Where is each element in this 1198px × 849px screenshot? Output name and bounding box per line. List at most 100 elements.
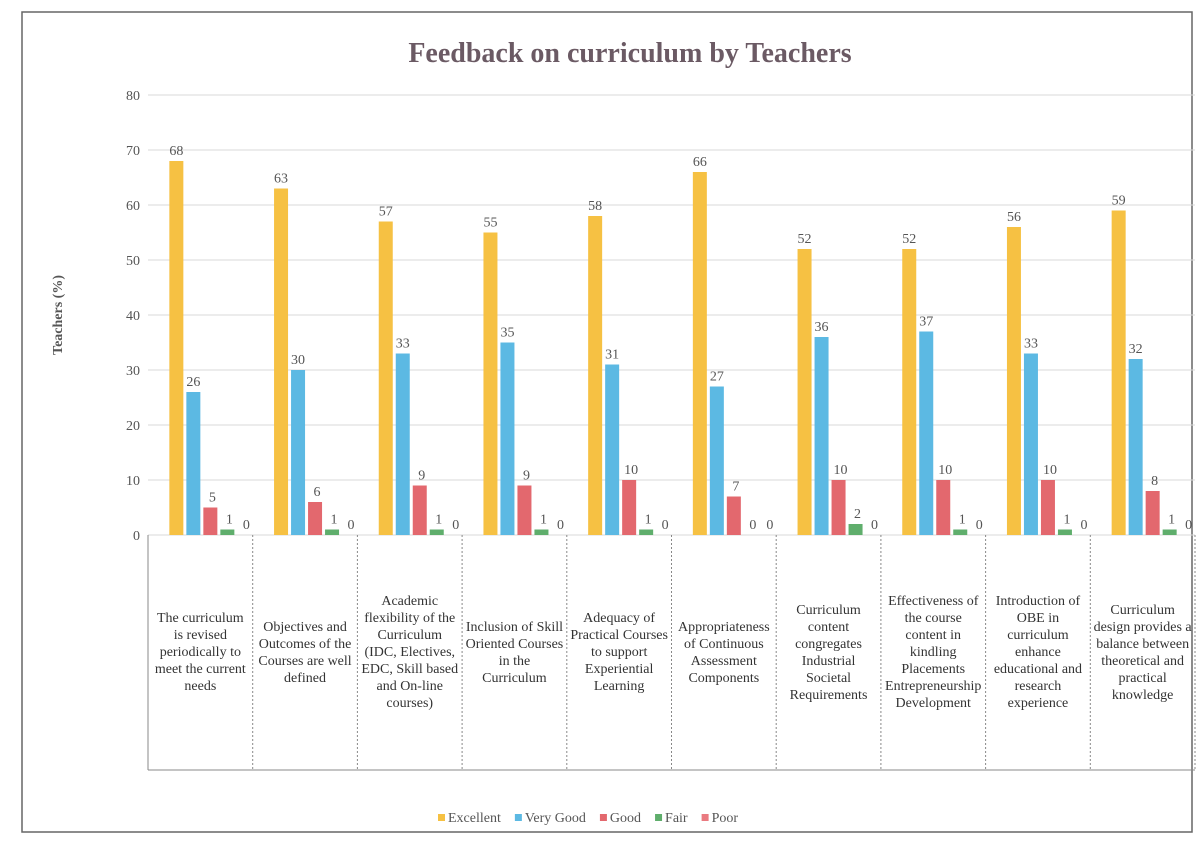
chart-title: Feedback on curriculum by Teachers xyxy=(408,38,851,69)
data-label: 26 xyxy=(186,375,200,390)
data-label: 1 xyxy=(645,513,652,528)
x-tick-label-box: Curriculum design provides a balance bet… xyxy=(1093,602,1192,703)
bar xyxy=(1111,210,1126,535)
data-label: 52 xyxy=(798,232,812,247)
data-label: 0 xyxy=(976,518,983,533)
data-label: 31 xyxy=(605,348,619,363)
x-tick-label-box: Curriculum content congregates Industria… xyxy=(789,602,868,703)
data-label: 0 xyxy=(452,518,459,533)
x-tick-label: Curriculum content congregates Industria… xyxy=(789,602,868,703)
data-label: 30 xyxy=(291,353,305,368)
data-label: 10 xyxy=(938,463,952,478)
bar xyxy=(1023,353,1038,535)
y-axis-label: Teachers (%) xyxy=(51,275,66,355)
bar xyxy=(291,370,306,535)
bar xyxy=(1057,529,1072,535)
data-label: 0 xyxy=(1185,518,1192,533)
bar xyxy=(622,480,637,535)
x-tick-label: Academic flexibility of the Curriculum (… xyxy=(361,594,459,711)
x-tick-label: Adequacy of Practical Courses to support… xyxy=(570,611,668,694)
bar xyxy=(639,529,654,535)
legend-label: Excellent xyxy=(448,811,501,826)
data-label: 27 xyxy=(710,370,724,385)
bar xyxy=(848,524,863,535)
data-label: 8 xyxy=(1151,474,1158,489)
x-tick-label-box: Effectiveness of the course content in k… xyxy=(885,594,981,711)
data-label: 1 xyxy=(226,513,233,528)
y-tick-label: 10 xyxy=(126,474,140,489)
x-tick-label-box: Objectives and Outcomes of the Courses a… xyxy=(258,619,352,686)
data-label: 9 xyxy=(418,469,425,484)
bar xyxy=(831,480,846,535)
y-tick-label: 30 xyxy=(126,364,140,379)
x-tick-label: Objectives and Outcomes of the Courses a… xyxy=(258,619,352,686)
data-label: 37 xyxy=(919,315,933,330)
data-label: 55 xyxy=(483,216,497,231)
data-label: 1 xyxy=(540,513,547,528)
data-label: 1 xyxy=(435,513,442,528)
bar xyxy=(169,161,184,535)
data-label: 33 xyxy=(1024,337,1038,352)
data-label: 0 xyxy=(243,518,250,533)
bar xyxy=(797,249,812,535)
bar xyxy=(534,529,549,535)
data-label: 35 xyxy=(500,326,514,341)
data-label: 1 xyxy=(1063,513,1070,528)
bar xyxy=(395,353,410,535)
data-label: 9 xyxy=(523,469,530,484)
x-tick-label-box: Introduction of OBE in curriculum enhanc… xyxy=(993,594,1083,711)
bar xyxy=(709,386,724,535)
bar xyxy=(220,529,235,535)
data-label: 0 xyxy=(749,518,756,533)
data-label: 0 xyxy=(662,518,669,533)
legend-swatch xyxy=(514,814,522,821)
data-label: 58 xyxy=(588,199,602,214)
bar xyxy=(588,216,603,535)
bar xyxy=(203,507,218,535)
data-label: 6 xyxy=(314,485,321,500)
x-tick-label: Appropriateness of Continuous Assessment… xyxy=(677,619,770,686)
legend-swatch xyxy=(599,814,607,821)
bar xyxy=(308,502,323,535)
data-label: 0 xyxy=(766,518,773,533)
y-tick-label: 60 xyxy=(126,199,140,214)
x-tick-label-box: Inclusion of Skill Oriented Courses in t… xyxy=(465,619,564,686)
data-label: 1 xyxy=(959,513,966,528)
data-label: 68 xyxy=(169,144,183,159)
bar xyxy=(1128,359,1143,535)
data-label: 33 xyxy=(396,337,410,352)
data-label: 0 xyxy=(348,518,355,533)
x-tick-label-box: Adequacy of Practical Courses to support… xyxy=(570,611,668,694)
data-label: 10 xyxy=(624,463,638,478)
legend-swatch xyxy=(655,814,663,821)
y-tick-label: 0 xyxy=(133,529,140,544)
data-label: 57 xyxy=(379,205,393,220)
legend-label: Fair xyxy=(665,811,688,826)
legend-swatch xyxy=(701,814,709,821)
legend-label: Very Good xyxy=(525,811,586,826)
bar xyxy=(378,221,393,535)
x-tick-label: The curriculum is revised periodically t… xyxy=(154,611,246,694)
data-label: 32 xyxy=(1129,342,1143,357)
data-label: 56 xyxy=(1007,210,1021,225)
bar xyxy=(1145,491,1160,535)
data-label: 1 xyxy=(331,513,338,528)
x-tick-label: Inclusion of Skill Oriented Courses in t… xyxy=(465,619,564,686)
bar xyxy=(429,529,444,535)
y-tick-label: 50 xyxy=(126,254,140,269)
x-tick-label: Curriculum design provides a balance bet… xyxy=(1093,602,1192,703)
data-label: 1 xyxy=(1168,513,1175,528)
data-label: 10 xyxy=(834,463,848,478)
bar xyxy=(1162,529,1177,535)
data-label: 0 xyxy=(557,518,564,533)
legend-label: Good xyxy=(610,811,641,826)
legend-swatch xyxy=(438,814,445,821)
x-tick-label-box: Appropriateness of Continuous Assessment… xyxy=(677,619,770,686)
bar xyxy=(274,188,289,535)
bar xyxy=(517,485,532,535)
x-tick-label: Introduction of OBE in curriculum enhanc… xyxy=(993,594,1083,711)
y-tick-label: 20 xyxy=(126,419,140,434)
bar xyxy=(483,232,498,535)
data-label: 66 xyxy=(693,155,707,170)
